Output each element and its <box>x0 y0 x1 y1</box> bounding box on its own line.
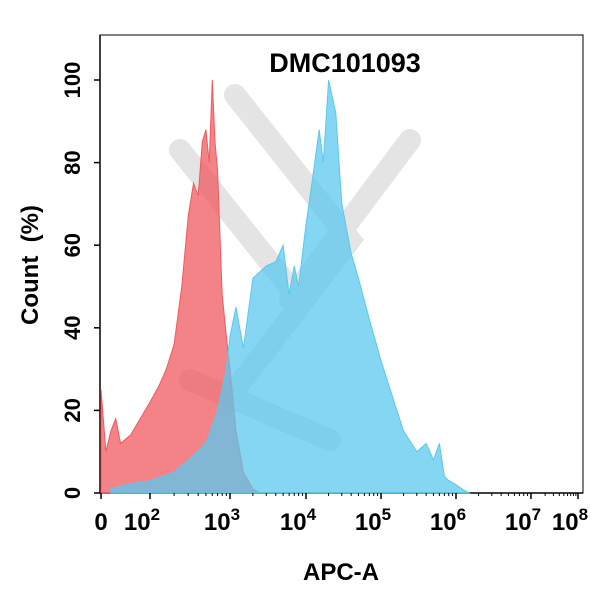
y-tick-label: 60 <box>60 233 85 257</box>
x-tick-label: 104 <box>280 505 317 536</box>
x-tick-label: 108 <box>552 505 588 536</box>
x-tick-label: 0 <box>94 509 107 536</box>
x-tick-label: 106 <box>430 505 466 536</box>
y-tick-label: 40 <box>60 316 85 340</box>
y-tick-label: 20 <box>60 398 85 422</box>
y-tick-label: 100 <box>60 62 85 99</box>
x-axis-label: APC-A <box>303 559 379 586</box>
histogram-series-2 <box>110 79 472 494</box>
x-tick-label: 102 <box>124 505 160 536</box>
y-tick-label: 80 <box>60 150 85 174</box>
y-axis-label: Count (%) <box>17 205 44 325</box>
x-tick-label: 107 <box>505 505 541 536</box>
y-tick-label: 0 <box>60 487 85 499</box>
chart-title: DMC101093 <box>269 48 421 78</box>
x-tick-label: 105 <box>355 505 391 536</box>
x-tick-label: 103 <box>204 505 240 536</box>
